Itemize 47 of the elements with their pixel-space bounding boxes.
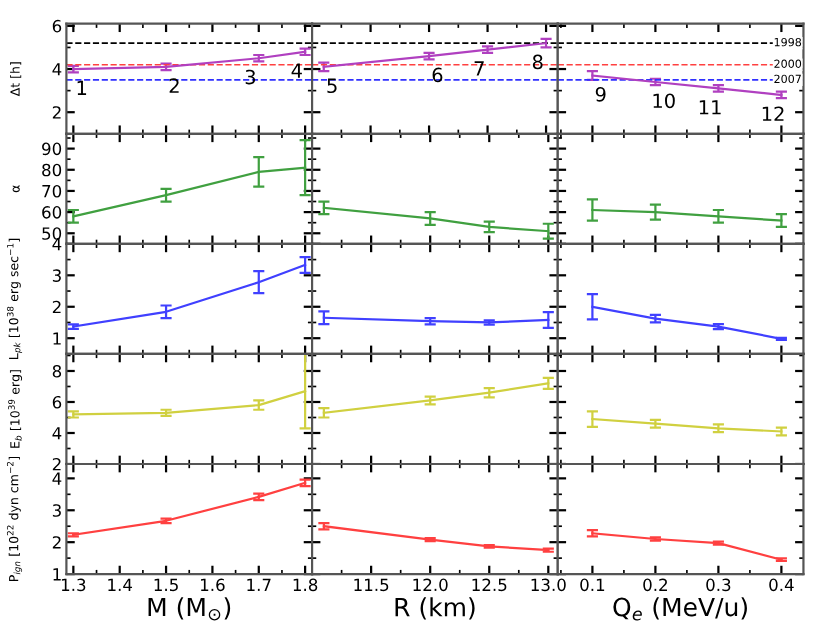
y-tick-label: 70 — [42, 184, 62, 198]
y-tick-label: 8 — [52, 364, 62, 378]
x-tick-label: 1.5 — [154, 578, 178, 592]
y-tick-label: 4 — [52, 427, 62, 440]
x-axis-title: Q$_{e}$ (MeV/u) — [613, 597, 747, 621]
y-tick-label: 1 — [53, 332, 61, 345]
x-tick-label: 0.1 — [580, 578, 605, 592]
x-tick-label: 1.8 — [293, 578, 318, 592]
x-tick-label: 12.0 — [413, 578, 448, 592]
annotation: 11 — [699, 100, 721, 115]
annotation: 5 — [327, 78, 337, 94]
y-tick-label: 6 — [52, 19, 62, 33]
x-tick-label: 0.3 — [706, 578, 731, 592]
x-axis-title: M (M$_{⊙}$) — [148, 597, 231, 621]
y-tick-label: 1 — [53, 568, 61, 581]
x-tick-label: 1.6 — [201, 578, 225, 592]
y-tick-label: 2 — [52, 536, 61, 549]
y-tick-label: 3 — [52, 269, 61, 282]
y-tick-label: 4 — [52, 472, 62, 485]
annotation: 9 — [595, 86, 606, 102]
x-tick-label: 1.4 — [108, 578, 133, 591]
y-tick-label: 3 — [52, 504, 61, 517]
y-tick-label: 90 — [42, 142, 62, 156]
annotation: 1 — [77, 80, 87, 95]
annotation: 10 — [653, 93, 675, 109]
x-tick-label: 11.5 — [354, 578, 389, 592]
x-tick-label: 0.2 — [643, 578, 667, 592]
y-tick-label: 4 — [52, 238, 62, 251]
y-tick-label: 2 — [52, 457, 61, 471]
y-tick-label: 4 — [52, 63, 62, 76]
y-tick-label: 50 — [42, 227, 62, 240]
annotation: 12 — [762, 106, 784, 121]
y-tick-label: 6 — [52, 395, 62, 409]
y-tick-label: 60 — [42, 206, 62, 219]
y-tick-label: 80 — [42, 163, 62, 177]
annotation: 6 — [432, 67, 443, 83]
y-tick-label: 2 — [52, 106, 61, 119]
x-tick-label: 13.0 — [531, 578, 566, 592]
y-tick-label: 2 — [52, 300, 61, 314]
annotation: 4 — [291, 63, 302, 78]
annotation: 7 — [474, 61, 484, 76]
x-tick-label: 0.4 — [769, 578, 794, 592]
annotation: 2 — [169, 78, 179, 93]
x-axis-title: R (km) — [395, 597, 475, 620]
x-tick-label: 1.3 — [61, 578, 86, 592]
x-tick-label: 1.7 — [247, 578, 271, 591]
x-tick-label: 12.5 — [472, 578, 507, 592]
